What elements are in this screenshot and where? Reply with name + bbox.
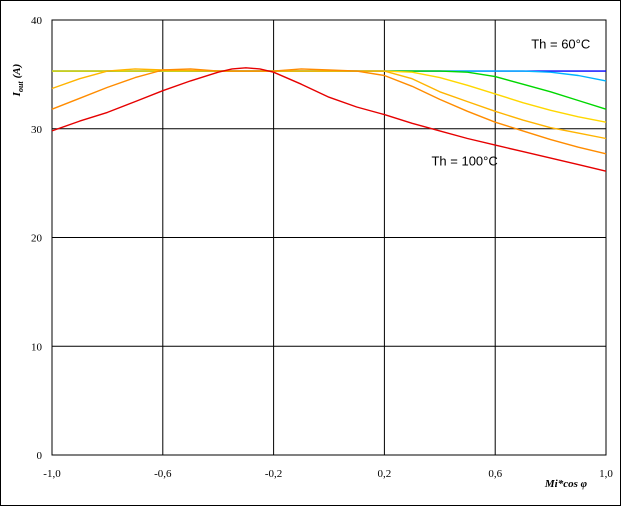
series-group xyxy=(51,67,607,172)
y-tick-label: 40 xyxy=(31,15,43,27)
series-line-3 xyxy=(52,70,607,123)
x-tick-labels: -1,0 -0,6 -0,2 0,2 0,6 1,0 xyxy=(43,468,613,480)
y-axis-label: Iout (A) xyxy=(11,64,25,98)
x-tick-label: 1,0 xyxy=(599,468,613,480)
y-tick-label: 0 xyxy=(37,450,43,462)
gridlines xyxy=(52,20,606,455)
x-tick-label: -0,2 xyxy=(265,468,282,480)
x-axis-label: Mi*cos φ xyxy=(544,478,588,490)
y-tick-labels: 0 10 20 30 40 xyxy=(31,15,43,462)
y-tick-label: 30 xyxy=(31,124,43,136)
series-line-5 xyxy=(51,68,607,155)
x-tick-label: -1,0 xyxy=(43,468,61,480)
x-tick-label: 0,6 xyxy=(488,468,502,480)
x-tick-label: 0,2 xyxy=(378,468,392,480)
y-axis-label-main: I xyxy=(11,91,23,97)
series-line-4 xyxy=(51,68,607,140)
series-line-6 xyxy=(51,67,607,172)
y-tick-label: 20 xyxy=(31,233,43,245)
y-tick-label: 10 xyxy=(31,341,43,353)
x-tick-label: -0,6 xyxy=(154,468,172,480)
annotation-th-100: Th = 100°C xyxy=(431,154,497,169)
annotation-th-60: Th = 60°C xyxy=(531,36,590,51)
y-axis-label-unit: (A) xyxy=(11,64,23,79)
y-axis-label-sub: out xyxy=(16,81,25,92)
